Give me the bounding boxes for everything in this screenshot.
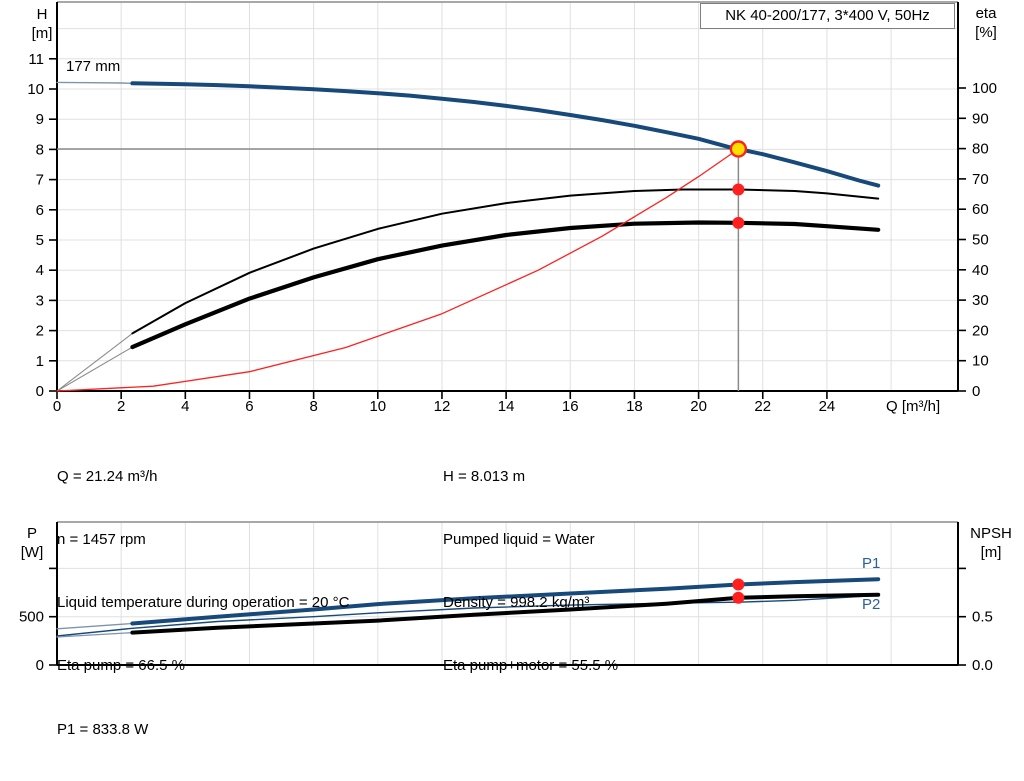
eta_pump_motor-curve xyxy=(130,220,881,350)
npsh-axis-tick-label: 0.5 xyxy=(972,609,993,626)
eta-axis-tick-label: 50 xyxy=(972,232,989,249)
q-axis-tick-label: 8 xyxy=(309,398,317,415)
q-axis-tick-label: 18 xyxy=(626,398,643,415)
q-axis-tick-label: 22 xyxy=(754,398,771,415)
q-axis-unit-label: Q [m³/h] xyxy=(886,398,941,415)
head_177mm-curve xyxy=(130,81,881,188)
p1-curve-label: P1 xyxy=(862,555,881,572)
info-h: H = 8.013 m xyxy=(443,468,526,485)
h-axis-tick-label: 5 xyxy=(36,232,44,249)
eta-axis-title-line2: [%] xyxy=(975,24,997,41)
p-axis-tick-label: 0 xyxy=(36,657,44,674)
q-axis-tick-label: 2 xyxy=(117,398,125,415)
q-axis-tick-label: 16 xyxy=(562,398,579,415)
p-axis-title: P [W] xyxy=(10,524,54,562)
q-axis-tick-label: 20 xyxy=(690,398,707,415)
h-axis-tick-label: 11 xyxy=(28,51,44,68)
eta-axis-tick-label: 30 xyxy=(972,292,989,309)
h-axis-tick-label: 7 xyxy=(36,172,44,189)
p1-curve xyxy=(130,577,881,626)
eta-axis-tick-label: 60 xyxy=(972,201,989,218)
h-axis-tick-label: 3 xyxy=(36,292,44,309)
h-axis-tick-label: 6 xyxy=(36,202,44,219)
h-axis-tick-label: 9 xyxy=(36,111,44,128)
q-axis-tick-label: 12 xyxy=(434,398,451,415)
h-axis-title-line1: H xyxy=(36,6,48,23)
p-axis-tick-label: 500 xyxy=(19,609,44,626)
info-pumped-liquid: Pumped liquid = Water xyxy=(443,531,595,548)
q-axis-tick-label: 0 xyxy=(53,398,61,415)
info-eta-pump: Eta pump = 66.5 % xyxy=(57,657,185,674)
h-axis-tick-label: 1 xyxy=(36,353,44,370)
p-axis-title-line2: [W] xyxy=(20,544,44,561)
h-axis-tick-label: 4 xyxy=(36,262,44,279)
info-liquid-temp: Liquid temperature during operation = 20… xyxy=(57,594,350,611)
h-axis-title-line2: [m] xyxy=(31,25,53,42)
pump-title-box: NK 40-200/177, 3*400 V, 50Hz xyxy=(700,3,955,29)
h-axis-tick-label: 2 xyxy=(36,323,44,340)
q-axis-tick-label: 6 xyxy=(245,398,253,415)
eta-axis-tick-label: 90 xyxy=(972,110,989,127)
npsh-axis-title: NPSH [m] xyxy=(962,524,1020,562)
system_curve-curve xyxy=(56,148,740,392)
eta-axis-tick-label: 20 xyxy=(972,322,989,339)
q-axis-tick-label: 4 xyxy=(181,398,189,415)
eta_pump-curve xyxy=(131,188,880,335)
duty-dot-eta-pump-motor xyxy=(732,216,745,229)
npsh-axis-title-line1: NPSH xyxy=(970,525,1012,542)
h-axis-tick-label: 10 xyxy=(27,81,44,98)
info-q: Q = 21.24 m³/h xyxy=(57,468,158,485)
duty-dot-eta-pump xyxy=(732,183,745,196)
impeller-diameter-label: 177 mm xyxy=(66,58,121,75)
h-axis-tick-label: 0 xyxy=(36,383,44,400)
q-axis-tick-label: 14 xyxy=(498,398,515,415)
eta-axis-tick-label: 0 xyxy=(972,383,980,400)
p2-curve-label: P2 xyxy=(862,596,881,613)
info-p1: P1 = 833.8 W xyxy=(57,721,149,738)
h-axis-title: H [m] xyxy=(24,5,60,43)
duty-dot-p1 xyxy=(732,578,745,591)
info-rpm: n = 1457 rpm xyxy=(57,531,146,548)
eta-axis-tick-label: 40 xyxy=(972,262,989,279)
p2-curve xyxy=(130,592,881,635)
npsh-axis-title-line2: [m] xyxy=(980,544,1002,561)
info-eta-pump-motor: Eta pump+motor = 55.5 % xyxy=(443,657,619,674)
q-axis-tick-label: 10 xyxy=(369,398,386,415)
h-axis-tick-label: 8 xyxy=(36,141,44,158)
duty-info-right: H = 8.013 m Pumped liquid = Water Densit… xyxy=(443,424,618,718)
npsh-axis-tick-label: 0.0 xyxy=(972,657,993,674)
power-info: P1 = 833.8 W P2 = 695.6 W NPSH = 0.65 m … xyxy=(57,677,379,781)
eta-axis-tick-label: 10 xyxy=(972,353,989,370)
eta-axis-tick-label: 100 xyxy=(972,80,997,97)
head_177mm-curve-thin xyxy=(56,81,879,187)
q-axis-tick-label: 24 xyxy=(819,398,836,415)
p-axis-title-line1: P xyxy=(26,525,37,542)
duty-dot-p2 xyxy=(732,591,745,604)
eta-axis-tick-label: 70 xyxy=(972,171,989,188)
eta-axis-tick-label: 80 xyxy=(972,141,989,158)
eta-axis-title-line1: eta xyxy=(975,5,997,22)
duty-info-left: Q = 21.24 m³/h n = 1457 rpm Liquid tempe… xyxy=(57,424,349,718)
npsh-curve xyxy=(56,594,879,637)
duty-point-marker xyxy=(729,140,748,158)
eta-axis-title: eta [%] xyxy=(966,4,1006,42)
info-density: Density = 998.2 kg/m³ xyxy=(443,594,590,611)
